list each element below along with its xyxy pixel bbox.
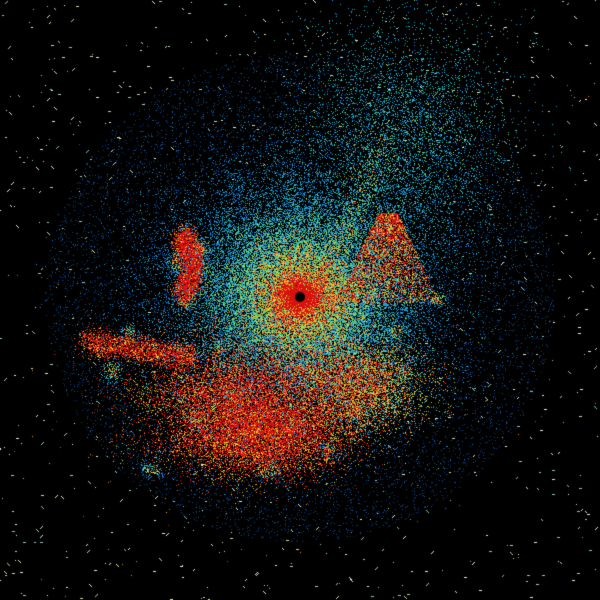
- false-colour-sky-map: [0, 0, 600, 600]
- image-canvas: False-colour X-ray intensity map of an e…: [0, 0, 600, 600]
